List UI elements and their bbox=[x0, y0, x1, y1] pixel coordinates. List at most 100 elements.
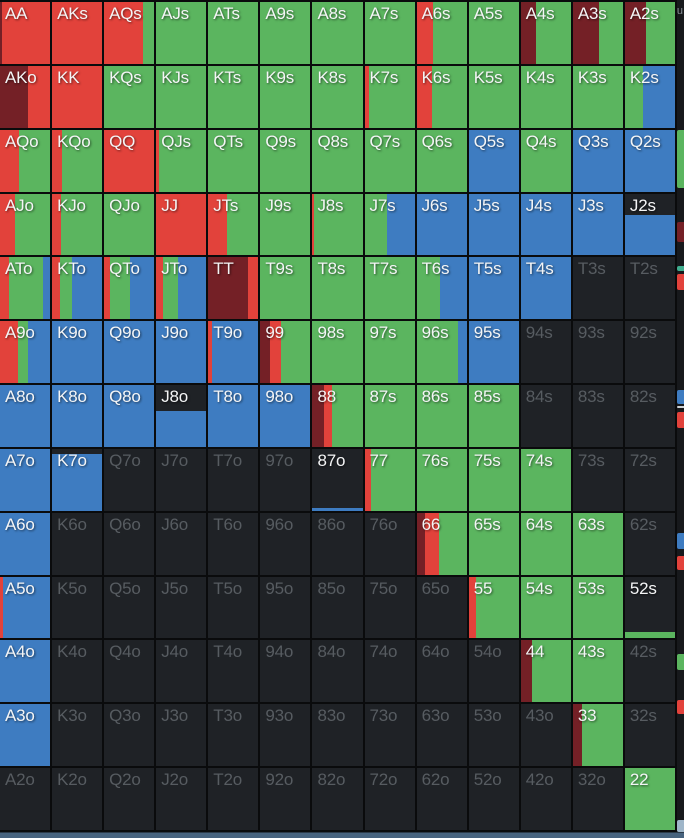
cell-42o[interactable]: 42o bbox=[520, 768, 573, 832]
cell-55[interactable]: 55 bbox=[468, 576, 521, 641]
cell-T6o[interactable]: T6o bbox=[208, 512, 261, 577]
cell-AKs[interactable]: AKs bbox=[52, 2, 105, 66]
cell-JJ[interactable]: JJ bbox=[156, 193, 209, 258]
cell-J5o[interactable]: J5o bbox=[156, 576, 209, 641]
cell-J7s[interactable]: J7s bbox=[364, 193, 417, 258]
cell-QTo[interactable]: QTo bbox=[104, 257, 157, 322]
cell-Q7s[interactable]: Q7s bbox=[364, 129, 417, 194]
cell-95s[interactable]: 95s bbox=[468, 321, 521, 386]
cell-QTs[interactable]: QTs bbox=[208, 129, 261, 194]
cell-76o[interactable]: 76o bbox=[364, 512, 417, 577]
cell-J3s[interactable]: J3s bbox=[572, 193, 625, 258]
cell-Q9s[interactable]: Q9s bbox=[260, 129, 313, 194]
cell-22[interactable]: 22 bbox=[624, 768, 677, 832]
cell-72s[interactable]: 72s bbox=[624, 448, 677, 513]
cell-K5s[interactable]: K5s bbox=[468, 65, 521, 130]
cell-52o[interactable]: 52o bbox=[468, 768, 521, 832]
cell-62o[interactable]: 62o bbox=[416, 768, 469, 832]
cell-Q3o[interactable]: Q3o bbox=[104, 704, 157, 769]
cell-A2o[interactable]: A2o bbox=[0, 768, 53, 832]
cell-Q9o[interactable]: Q9o bbox=[104, 321, 157, 386]
cell-43s[interactable]: 43s bbox=[572, 640, 625, 705]
cell-J6s[interactable]: J6s bbox=[416, 193, 469, 258]
cell-Q5o[interactable]: Q5o bbox=[104, 576, 157, 641]
cell-32s[interactable]: 32s bbox=[624, 704, 677, 769]
cell-A6s[interactable]: A6s bbox=[416, 2, 469, 66]
cell-94s[interactable]: 94s bbox=[520, 321, 573, 386]
cell-J2s[interactable]: J2s bbox=[624, 193, 677, 258]
cell-K3o[interactable]: K3o bbox=[52, 704, 105, 769]
cell-88[interactable]: 88 bbox=[312, 385, 365, 449]
cell-84s[interactable]: 84s bbox=[520, 385, 573, 449]
cell-85s[interactable]: 85s bbox=[468, 385, 521, 449]
cell-QQ[interactable]: QQ bbox=[104, 129, 157, 194]
cell-92s[interactable]: 92s bbox=[624, 321, 677, 386]
cell-76s[interactable]: 76s bbox=[416, 448, 469, 513]
cell-52s[interactable]: 52s bbox=[624, 576, 677, 641]
cell-KTo[interactable]: KTo bbox=[52, 257, 105, 322]
cell-K2s[interactable]: K2s bbox=[624, 65, 677, 130]
cell-82s[interactable]: 82s bbox=[624, 385, 677, 449]
cell-95o[interactable]: 95o bbox=[260, 576, 313, 641]
cell-92o[interactable]: 92o bbox=[260, 768, 313, 832]
cell-A4o[interactable]: A4o bbox=[0, 640, 53, 705]
cell-K9o[interactable]: K9o bbox=[52, 321, 105, 386]
cell-63s[interactable]: 63s bbox=[572, 512, 625, 577]
cell-K8o[interactable]: K8o bbox=[52, 385, 105, 449]
cell-Q3s[interactable]: Q3s bbox=[572, 129, 625, 194]
cell-T9o[interactable]: T9o bbox=[208, 321, 261, 386]
cell-54o[interactable]: 54o bbox=[468, 640, 521, 705]
cell-K4o[interactable]: K4o bbox=[52, 640, 105, 705]
cell-73s[interactable]: 73s bbox=[572, 448, 625, 513]
cell-Q7o[interactable]: Q7o bbox=[104, 448, 157, 513]
cell-T3s[interactable]: T3s bbox=[572, 257, 625, 322]
cell-Q5s[interactable]: Q5s bbox=[468, 129, 521, 194]
cell-J8o[interactable]: J8o bbox=[156, 385, 209, 449]
cell-84o[interactable]: 84o bbox=[312, 640, 365, 705]
cell-A5o[interactable]: A5o bbox=[0, 576, 53, 641]
cell-Q8s[interactable]: Q8s bbox=[312, 129, 365, 194]
cell-KTs[interactable]: KTs bbox=[208, 65, 261, 130]
cell-Q2s[interactable]: Q2s bbox=[624, 129, 677, 194]
cell-K7o[interactable]: K7o bbox=[52, 448, 105, 513]
cell-62s[interactable]: 62s bbox=[624, 512, 677, 577]
cell-QJo[interactable]: QJo bbox=[104, 193, 157, 258]
cell-96o[interactable]: 96o bbox=[260, 512, 313, 577]
cell-74s[interactable]: 74s bbox=[520, 448, 573, 513]
cell-T7o[interactable]: T7o bbox=[208, 448, 261, 513]
cell-33[interactable]: 33 bbox=[572, 704, 625, 769]
cell-A4s[interactable]: A4s bbox=[520, 2, 573, 66]
cell-99[interactable]: 99 bbox=[260, 321, 313, 386]
cell-K9s[interactable]: K9s bbox=[260, 65, 313, 130]
cell-43o[interactable]: 43o bbox=[520, 704, 573, 769]
cell-66[interactable]: 66 bbox=[416, 512, 469, 577]
cell-65o[interactable]: 65o bbox=[416, 576, 469, 641]
cell-77[interactable]: 77 bbox=[364, 448, 417, 513]
cell-82o[interactable]: 82o bbox=[312, 768, 365, 832]
cell-54s[interactable]: 54s bbox=[520, 576, 573, 641]
cell-64s[interactable]: 64s bbox=[520, 512, 573, 577]
cell-75s[interactable]: 75s bbox=[468, 448, 521, 513]
cell-J5s[interactable]: J5s bbox=[468, 193, 521, 258]
cell-K5o[interactable]: K5o bbox=[52, 576, 105, 641]
cell-87o[interactable]: 87o bbox=[312, 448, 365, 513]
cell-97o[interactable]: 97o bbox=[260, 448, 313, 513]
cell-A3s[interactable]: A3s bbox=[572, 2, 625, 66]
cell-A2s[interactable]: A2s bbox=[624, 2, 677, 66]
cell-KQs[interactable]: KQs bbox=[104, 65, 157, 130]
cell-Q8o[interactable]: Q8o bbox=[104, 385, 157, 449]
cell-T3o[interactable]: T3o bbox=[208, 704, 261, 769]
cell-93s[interactable]: 93s bbox=[572, 321, 625, 386]
cell-T2o[interactable]: T2o bbox=[208, 768, 261, 832]
cell-A6o[interactable]: A6o bbox=[0, 512, 53, 577]
cell-98o[interactable]: 98o bbox=[260, 385, 313, 449]
cell-T5s[interactable]: T5s bbox=[468, 257, 521, 322]
cell-QJs[interactable]: QJs bbox=[156, 129, 209, 194]
cell-A5s[interactable]: A5s bbox=[468, 2, 521, 66]
cell-JTs[interactable]: JTs bbox=[208, 193, 261, 258]
cell-KK[interactable]: KK bbox=[52, 65, 105, 130]
cell-J9s[interactable]: J9s bbox=[260, 193, 313, 258]
cell-74o[interactable]: 74o bbox=[364, 640, 417, 705]
cell-A8s[interactable]: A8s bbox=[312, 2, 365, 66]
cell-K7s[interactable]: K7s bbox=[364, 65, 417, 130]
